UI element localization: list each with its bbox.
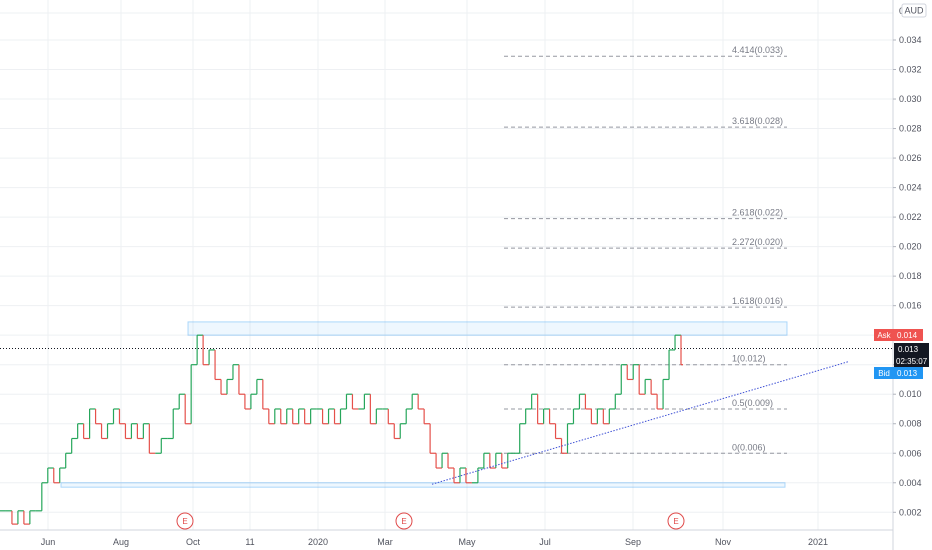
price-tick-label: 0.032 (899, 65, 922, 75)
bid-tag-value: 0.013 (897, 369, 918, 378)
price-tick-label: 0.004 (899, 478, 922, 488)
time-tick-label: 11 (245, 537, 254, 547)
earnings-event-marker[interactable] (667, 512, 685, 530)
price-series (0, 334, 683, 525)
fib-level-label: 2.272(0.020) (732, 237, 783, 247)
time-tick-label: Oct (186, 537, 201, 547)
price-tick-label: 0.016 (899, 301, 922, 311)
last-price-value: 0.013 (898, 345, 919, 354)
earnings-event-label: E (182, 517, 187, 526)
grid (0, 0, 893, 530)
price-tick-label: 0.018 (899, 271, 922, 281)
earnings-event-marker[interactable] (176, 512, 194, 530)
time-axis[interactable]: Jun Aug Oct 11 2020 Mar May Jul Sep Nov 2021 (0, 529, 893, 547)
time-tick-label: Aug (113, 537, 129, 547)
time-tick-label: Nov (715, 537, 732, 547)
time-tick-label: Mar (377, 537, 393, 547)
fib-level-label: 0.5(0.009) (732, 398, 773, 408)
price-tick-label: 0.002 (899, 507, 922, 517)
time-tick-label: Jul (539, 537, 551, 547)
time-tick-label: May (458, 537, 476, 547)
earnings-event-label: E (673, 517, 678, 526)
price-tick-label: 0.026 (899, 153, 922, 163)
countdown-timer: 02:35:07 (896, 357, 928, 366)
fib-level-label: 4.414(0.033) (732, 45, 783, 55)
price-tick-label: 0.034 (899, 35, 922, 45)
price-tick-label: 0.024 (899, 183, 922, 193)
zones (60, 321, 788, 488)
ask-tag-label: Ask (877, 331, 891, 340)
trendline[interactable] (431, 361, 849, 485)
time-tick-label: 2021 (808, 537, 828, 547)
price-tick-label: 0.028 (899, 124, 922, 134)
resistance-zone (187, 321, 788, 336)
fib-level-label: 3.618(0.028) (732, 116, 783, 126)
currency-badge[interactable] (901, 3, 927, 18)
ask-tag-label-box (874, 329, 894, 341)
price-tick-label: 0.008 (899, 419, 922, 429)
time-tick-label: Sep (625, 537, 641, 547)
support-zone (60, 482, 786, 488)
currency-label: AUD (904, 6, 924, 16)
price-tick-label: 0.010 (899, 389, 922, 399)
last-price-box (894, 343, 929, 367)
earnings-event-marker[interactable] (395, 512, 413, 530)
price-axis[interactable]: 0.0020.0040.0060.0080.0100.0120.0140.016… (892, 0, 932, 550)
bid-tag-label: Bid (878, 369, 890, 378)
time-tick-label: Jun (41, 537, 56, 547)
trendline-line[interactable] (431, 361, 849, 485)
earnings-event-label: E (401, 517, 406, 526)
price-tick-label: 0.022 (899, 212, 922, 222)
time-tick-label: 2020 (308, 537, 328, 547)
fib-level-label: 2.618(0.022) (732, 208, 783, 218)
fib-level-label: 1.618(0.016) (732, 296, 783, 306)
price-tags: Ask 0.014 0.013 02:35:07 Bid 0.013 (874, 329, 929, 379)
price-axis-background (893, 0, 932, 550)
fib-level-label: 1(0.012) (732, 354, 766, 364)
price-tick-label: 0.006 (899, 448, 922, 458)
fib-extension: 4.414(0.033) 3.618(0.028) 2.618(0.022) 2.27… (0, 45, 893, 454)
fib-level-label: 0(0.006) (732, 442, 766, 452)
price-tick-label: 0.020 (899, 242, 922, 252)
ask-tag-value-box (894, 329, 923, 341)
ask-tag-value: 0.014 (897, 331, 918, 340)
bid-tag-value-box (894, 367, 923, 379)
bid-tag-label-box (874, 367, 894, 379)
price-tick-label: 0.030 (899, 94, 922, 104)
